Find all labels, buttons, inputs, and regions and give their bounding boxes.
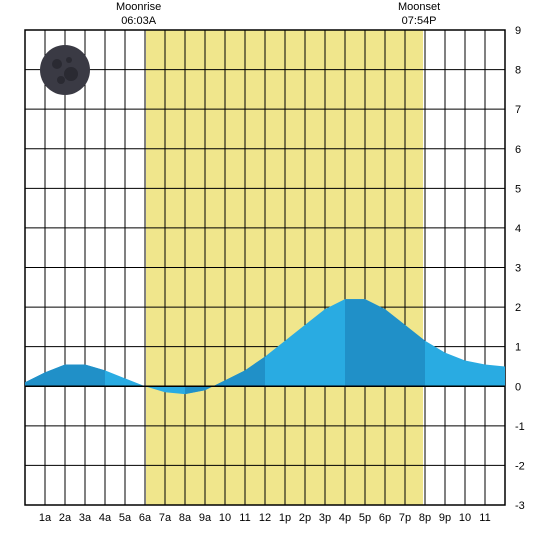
svg-text:9: 9 [515, 25, 521, 37]
svg-text:8a: 8a [179, 512, 192, 524]
moonrise-title: Moonrise [116, 0, 161, 14]
svg-text:11: 11 [239, 512, 250, 524]
moonrise-time: 06:03A [116, 14, 161, 28]
svg-text:4: 4 [515, 223, 521, 235]
svg-text:3p: 3p [319, 512, 331, 524]
svg-text:11: 11 [479, 512, 490, 524]
svg-text:6a: 6a [139, 512, 152, 524]
svg-text:1p: 1p [279, 512, 291, 524]
svg-text:6: 6 [515, 144, 521, 156]
svg-text:3a: 3a [79, 512, 92, 524]
svg-text:5: 5 [515, 183, 521, 195]
svg-text:7a: 7a [159, 512, 172, 524]
moonset-title: Moonset [398, 0, 440, 14]
svg-text:1a: 1a [39, 512, 52, 524]
svg-text:8: 8 [515, 65, 521, 77]
svg-text:2: 2 [515, 302, 521, 314]
svg-text:12: 12 [259, 512, 271, 524]
svg-text:8p: 8p [419, 512, 431, 524]
svg-text:2a: 2a [59, 512, 72, 524]
moonset-label: Moonset 07:54P [398, 0, 440, 29]
svg-text:7p: 7p [399, 512, 411, 524]
svg-text:-2: -2 [515, 460, 525, 472]
svg-text:1: 1 [515, 342, 521, 354]
svg-text:5p: 5p [359, 512, 371, 524]
svg-text:10: 10 [219, 512, 231, 524]
svg-text:9a: 9a [199, 512, 212, 524]
tide-chart: 1a2a3a4a5a6a7a8a9a1011121p2p3p4p5p6p7p8p… [0, 0, 550, 550]
svg-text:4p: 4p [339, 512, 351, 524]
moonset-time: 07:54P [398, 14, 440, 28]
chart-svg: 1a2a3a4a5a6a7a8a9a1011121p2p3p4p5p6p7p8p… [0, 0, 550, 550]
svg-text:0: 0 [515, 381, 521, 393]
svg-text:5a: 5a [119, 512, 132, 524]
svg-text:4a: 4a [99, 512, 112, 524]
svg-text:6p: 6p [379, 512, 391, 524]
svg-text:10: 10 [459, 512, 471, 524]
svg-text:7: 7 [515, 104, 521, 116]
svg-text:2p: 2p [299, 512, 311, 524]
svg-text:9p: 9p [439, 512, 451, 524]
svg-text:-3: -3 [515, 500, 525, 512]
svg-text:3: 3 [515, 263, 521, 275]
moonrise-label: Moonrise 06:03A [116, 0, 161, 29]
svg-text:-1: -1 [515, 421, 525, 433]
